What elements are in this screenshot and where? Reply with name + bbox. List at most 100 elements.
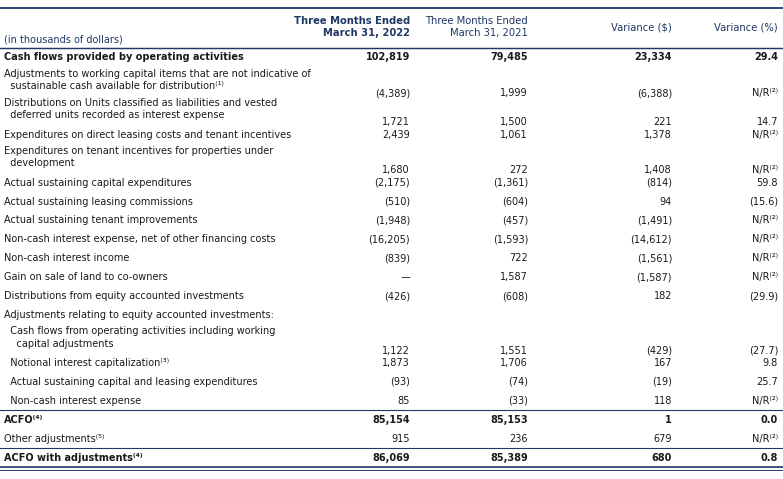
Text: (1,587): (1,587) [637,272,672,282]
Text: 102,819: 102,819 [366,53,410,62]
Text: 722: 722 [509,253,528,263]
Text: 79,485: 79,485 [490,53,528,62]
Text: N/R⁽²⁾: N/R⁽²⁾ [752,396,778,406]
Text: 272: 272 [509,165,528,175]
Text: (1,491): (1,491) [637,216,672,226]
Text: Variance ($): Variance ($) [612,22,672,32]
Text: 1,680: 1,680 [382,165,410,175]
Text: Expenditures on direct leasing costs and tenant incentives: Expenditures on direct leasing costs and… [4,130,291,139]
Text: N/R⁽²⁾: N/R⁽²⁾ [752,216,778,226]
Text: Variance (%): Variance (%) [714,22,778,32]
Text: 9.8: 9.8 [763,358,778,368]
Text: —: — [400,272,410,282]
Text: (1,361): (1,361) [493,178,528,188]
Text: ACFO with adjustments⁽⁴⁾: ACFO with adjustments⁽⁴⁾ [4,453,143,463]
Text: 0.8: 0.8 [760,453,778,463]
Text: 86,069: 86,069 [373,453,410,463]
Text: (93): (93) [390,377,410,387]
Text: Non-cash interest expense: Non-cash interest expense [4,396,141,406]
Text: (426): (426) [384,291,410,301]
Text: (1,593): (1,593) [493,234,528,244]
Text: 0.0: 0.0 [761,415,778,425]
Text: (16,205): (16,205) [368,234,410,244]
Text: N/R⁽²⁾: N/R⁽²⁾ [752,88,778,98]
Text: Non-cash interest expense, net of other financing costs: Non-cash interest expense, net of other … [4,234,276,244]
Text: (14,612): (14,612) [630,234,672,244]
Text: 1,551: 1,551 [500,345,528,355]
Text: 1,706: 1,706 [500,358,528,368]
Text: (429): (429) [646,345,672,355]
Text: 85,389: 85,389 [490,453,528,463]
Text: (27.7): (27.7) [749,345,778,355]
Text: (15.6): (15.6) [749,196,778,206]
Text: 25.7: 25.7 [756,377,778,387]
Text: (4,389): (4,389) [375,88,410,98]
Text: (839): (839) [384,253,410,263]
Text: 915: 915 [392,433,410,444]
Text: 1,721: 1,721 [382,117,410,127]
Text: 1,587: 1,587 [500,272,528,282]
Text: N/R⁽²⁾: N/R⁽²⁾ [752,272,778,282]
Text: (19): (19) [652,377,672,387]
Text: Actual sustaining capital and leasing expenditures: Actual sustaining capital and leasing ex… [4,377,258,387]
Text: 118: 118 [654,396,672,406]
Text: Non-cash interest income: Non-cash interest income [4,253,129,263]
Text: (608): (608) [502,291,528,301]
Text: N/R⁽²⁾: N/R⁽²⁾ [752,130,778,139]
Text: 679: 679 [654,433,672,444]
Text: Cash flows provided by operating activities: Cash flows provided by operating activit… [4,53,244,62]
Text: 94: 94 [660,196,672,206]
Text: 1,378: 1,378 [644,130,672,139]
Text: 1,999: 1,999 [500,88,528,98]
Text: Three Months Ended
March 31, 2021: Three Months Ended March 31, 2021 [425,16,528,38]
Text: 85,154: 85,154 [373,415,410,425]
Text: (29.9): (29.9) [749,291,778,301]
Text: 23,334: 23,334 [634,53,672,62]
Text: (814): (814) [646,178,672,188]
Text: 1,500: 1,500 [500,117,528,127]
Text: 29.4: 29.4 [754,53,778,62]
Text: Three Months Ended
March 31, 2022: Three Months Ended March 31, 2022 [294,16,410,38]
Text: 221: 221 [653,117,672,127]
Text: Gain on sale of land to co-owners: Gain on sale of land to co-owners [4,272,168,282]
Text: Expenditures on tenant incentives for properties under
  development: Expenditures on tenant incentives for pr… [4,146,273,169]
Text: 1: 1 [666,415,672,425]
Text: 1,408: 1,408 [644,165,672,175]
Text: ACFO⁽⁴⁾: ACFO⁽⁴⁾ [4,415,43,425]
Text: 680: 680 [651,453,672,463]
Text: (510): (510) [384,196,410,206]
Text: (457): (457) [502,216,528,226]
Text: (604): (604) [502,196,528,206]
Text: Cash flows from operating activities including working
    capital adjustments: Cash flows from operating activities inc… [4,326,276,349]
Text: Adjustments to working capital items that are not indicative of
  sustainable ca: Adjustments to working capital items tha… [4,69,311,91]
Text: 1,873: 1,873 [382,358,410,368]
Text: 85,153: 85,153 [490,415,528,425]
Text: (in thousands of dollars): (in thousands of dollars) [4,34,123,44]
Text: Distributions on Units classified as liabilities and vested
  deferred units rec: Distributions on Units classified as lia… [4,98,277,120]
Text: Actual sustaining capital expenditures: Actual sustaining capital expenditures [4,178,192,188]
Text: 167: 167 [654,358,672,368]
Text: (1,948): (1,948) [375,216,410,226]
Text: 1,061: 1,061 [500,130,528,139]
Text: 1,122: 1,122 [382,345,410,355]
Text: Distributions from equity accounted investments: Distributions from equity accounted inve… [4,291,244,301]
Text: Notional interest capitalization⁽³⁾: Notional interest capitalization⁽³⁾ [4,358,169,368]
Text: 85: 85 [398,396,410,406]
Text: (1,561): (1,561) [637,253,672,263]
Text: (6,388): (6,388) [637,88,672,98]
Text: 182: 182 [654,291,672,301]
Text: 14.7: 14.7 [756,117,778,127]
Text: Adjustments relating to equity accounted investments:: Adjustments relating to equity accounted… [4,310,274,320]
Text: Actual sustaining tenant improvements: Actual sustaining tenant improvements [4,216,197,226]
Text: N/R⁽²⁾: N/R⁽²⁾ [752,165,778,175]
Text: N/R⁽²⁾: N/R⁽²⁾ [752,433,778,444]
Text: N/R⁽²⁾: N/R⁽²⁾ [752,253,778,263]
Text: (2,175): (2,175) [374,178,410,188]
Text: Other adjustments⁽⁵⁾: Other adjustments⁽⁵⁾ [4,433,104,444]
Text: (74): (74) [508,377,528,387]
Text: N/R⁽²⁾: N/R⁽²⁾ [752,234,778,244]
Text: 2,439: 2,439 [382,130,410,139]
Text: 59.8: 59.8 [756,178,778,188]
Text: (33): (33) [508,396,528,406]
Text: Actual sustaining leasing commissions: Actual sustaining leasing commissions [4,196,193,206]
